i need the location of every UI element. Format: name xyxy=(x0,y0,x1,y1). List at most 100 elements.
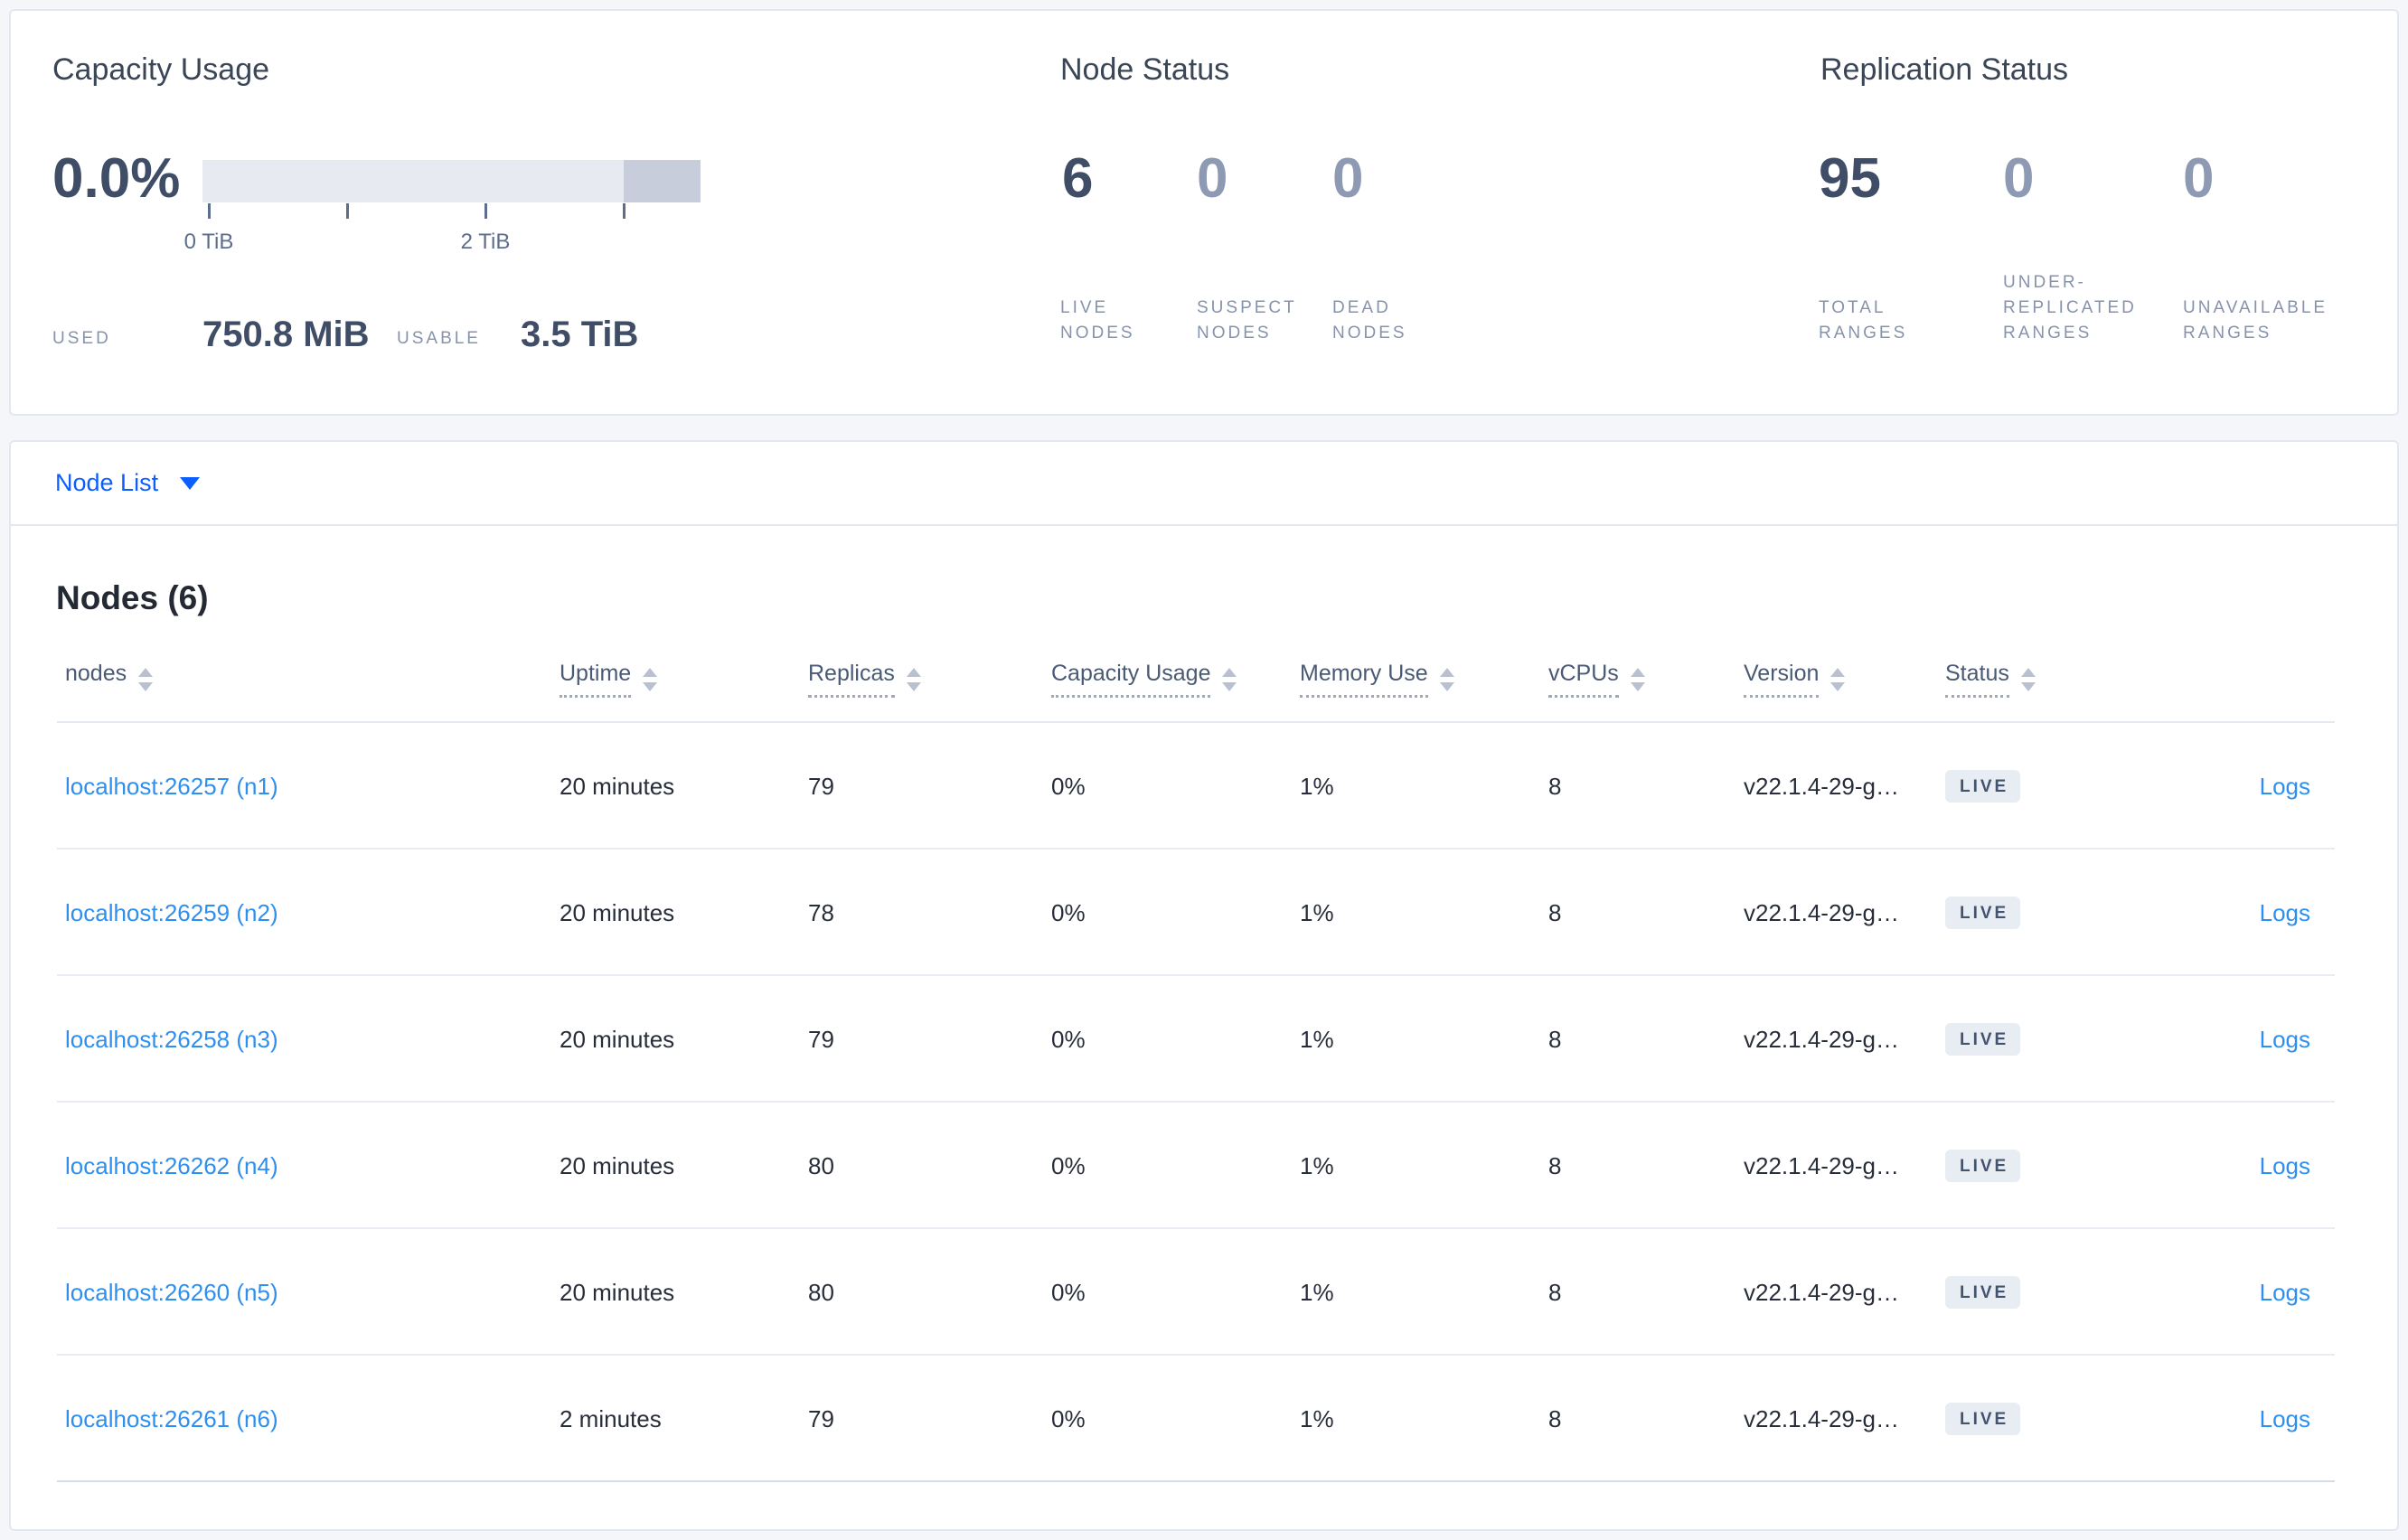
status-badge: LIVE xyxy=(1945,1150,2021,1182)
usable-label: USABLE xyxy=(397,329,481,348)
version-cell: v22.1.4-29-g… xyxy=(1744,898,1899,926)
unavailable-count: 0 xyxy=(2183,147,2215,210)
logs-link[interactable]: Logs xyxy=(2259,772,2310,800)
chevron-down-icon xyxy=(180,476,201,490)
vcpus-cell: 8 xyxy=(1548,1404,1562,1432)
sort-icon[interactable] xyxy=(1222,667,1237,691)
column-header-uptime[interactable]: Uptime xyxy=(560,661,632,698)
column-header-version[interactable]: Version xyxy=(1744,661,1820,698)
logs-link[interactable]: Logs xyxy=(2259,1025,2310,1053)
table-row: localhost:26259 (n2) 20 minutes 78 0% 1%… xyxy=(11,850,2397,976)
table-row: localhost:26257 (n1) 20 minutes 79 0% 1%… xyxy=(11,723,2397,850)
under-replicated-label: UNDER-REPLICATED RANGES xyxy=(2003,273,2137,343)
used-value: 750.8 MiB xyxy=(202,315,370,354)
logs-link[interactable]: Logs xyxy=(2259,1278,2310,1306)
replicas-cell: 80 xyxy=(808,1278,834,1306)
column-header-replicas[interactable]: Replicas xyxy=(808,661,895,698)
column-header-capacity-usage[interactable]: Capacity Usage xyxy=(1051,661,1211,698)
vcpus-cell: 8 xyxy=(1548,898,1562,926)
capacity-usage-cell: 0% xyxy=(1051,1025,1086,1053)
sort-icon[interactable] xyxy=(2020,667,2036,691)
sort-icon[interactable] xyxy=(1830,667,1846,691)
replicas-cell: 80 xyxy=(808,1151,834,1179)
table-row: localhost:26262 (n4) 20 minutes 80 0% 1%… xyxy=(11,1103,2397,1229)
version-cell: v22.1.4-29-g… xyxy=(1744,772,1899,800)
nodes-heading: Nodes (6) xyxy=(56,579,209,616)
capacity-usage-bar xyxy=(202,160,701,202)
capacity-bar-reserved-segment xyxy=(624,160,701,202)
tick-label-0tib: 0 TiB xyxy=(183,230,234,254)
status-badge: LIVE xyxy=(1945,1276,2021,1309)
logs-link[interactable]: Logs xyxy=(2259,1151,2310,1179)
memory-use-cell: 1% xyxy=(1300,898,1334,926)
version-cell: v22.1.4-29-g… xyxy=(1744,1404,1899,1432)
table-row: localhost:26258 (n3) 20 minutes 79 0% 1%… xyxy=(11,976,2397,1103)
status-badge: LIVE xyxy=(1945,1403,2021,1435)
sort-icon[interactable] xyxy=(906,667,921,691)
memory-use-cell: 1% xyxy=(1300,772,1334,800)
node-link[interactable]: localhost:26261 (n6) xyxy=(65,1404,278,1432)
capacity-usage-title: Capacity Usage xyxy=(52,52,270,87)
replicas-cell: 78 xyxy=(808,898,834,926)
capacity-usage-cell: 0% xyxy=(1051,1278,1086,1306)
table-row: localhost:26260 (n5) 20 minutes 80 0% 1%… xyxy=(11,1229,2397,1356)
node-status-title: Node Status xyxy=(1060,52,1230,87)
used-label: USED xyxy=(52,329,111,348)
node-link[interactable]: localhost:26259 (n2) xyxy=(65,898,278,926)
total-ranges-count: 95 xyxy=(1819,147,1881,210)
sort-icon[interactable] xyxy=(1630,667,1645,691)
unavailable-label: UNAVAILABLE RANGES xyxy=(2183,298,2328,343)
status-badge: LIVE xyxy=(1945,897,2021,929)
node-link[interactable]: localhost:26258 (n3) xyxy=(65,1025,278,1053)
axis-tick xyxy=(208,203,211,219)
dead-nodes-count: 0 xyxy=(1332,147,1364,210)
cluster-summary-card: Capacity Usage 0.0% 0 TiB 2 TiB USED 750… xyxy=(9,9,2399,416)
uptime-cell: 20 minutes xyxy=(560,1025,675,1053)
node-link[interactable]: localhost:26262 (n4) xyxy=(65,1151,278,1179)
sort-icon[interactable] xyxy=(138,667,154,691)
version-cell: v22.1.4-29-g… xyxy=(1744,1025,1899,1053)
under-replicated-count: 0 xyxy=(2003,147,2035,210)
sort-icon[interactable] xyxy=(1439,667,1454,691)
suspect-nodes-count: 0 xyxy=(1197,147,1228,210)
node-link[interactable]: localhost:26260 (n5) xyxy=(65,1278,278,1306)
column-header-vcpus[interactable]: vCPUs xyxy=(1548,661,1619,698)
column-header-memory-use[interactable]: Memory Use xyxy=(1300,661,1428,698)
node-list-selector-label: Node List xyxy=(55,469,159,496)
memory-use-cell: 1% xyxy=(1300,1151,1334,1179)
memory-use-cell: 1% xyxy=(1300,1278,1334,1306)
uptime-cell: 20 minutes xyxy=(560,898,675,926)
table-row: localhost:26261 (n6) 2 minutes 79 0% 1% … xyxy=(11,1356,2397,1482)
sort-icon[interactable] xyxy=(643,667,658,691)
replication-status-title: Replication Status xyxy=(1820,52,2069,87)
capacity-usage-cell: 0% xyxy=(1051,1151,1086,1179)
replicas-cell: 79 xyxy=(808,1025,834,1053)
capacity-usage-cell: 0% xyxy=(1051,1404,1086,1432)
capacity-usage-percent: 0.0% xyxy=(52,147,181,210)
capacity-usage-cell: 0% xyxy=(1051,772,1086,800)
uptime-cell: 2 minutes xyxy=(560,1404,662,1432)
usable-value: 3.5 TiB xyxy=(521,315,639,354)
logs-link[interactable]: Logs xyxy=(2259,898,2310,926)
vcpus-cell: 8 xyxy=(1548,1025,1562,1053)
uptime-cell: 20 minutes xyxy=(560,1151,675,1179)
dead-nodes-label: DEAD NODES xyxy=(1332,298,1407,343)
nodes-panel: Node List Nodes (6) nodes Uptime Replica… xyxy=(9,440,2399,1531)
live-nodes-count: 6 xyxy=(1062,147,1094,210)
column-header-status[interactable]: Status xyxy=(1945,661,2009,698)
axis-tick xyxy=(346,203,349,219)
version-cell: v22.1.4-29-g… xyxy=(1744,1278,1899,1306)
node-list-selector[interactable]: Node List xyxy=(55,469,201,497)
logs-link[interactable]: Logs xyxy=(2259,1404,2310,1432)
vcpus-cell: 8 xyxy=(1548,772,1562,800)
memory-use-cell: 1% xyxy=(1300,1404,1334,1432)
table-header-row: nodes Uptime Replicas Capacity Usage Mem… xyxy=(11,630,2397,723)
suspect-nodes-label: SUSPECT NODES xyxy=(1197,298,1297,343)
table-body: localhost:26257 (n1) 20 minutes 79 0% 1%… xyxy=(11,723,2397,1482)
tick-label-2tib: 2 TiB xyxy=(460,230,511,254)
node-link[interactable]: localhost:26257 (n1) xyxy=(65,772,278,800)
total-ranges-label: TOTAL RANGES xyxy=(1819,298,1908,343)
vcpus-cell: 8 xyxy=(1548,1151,1562,1179)
column-header-nodes[interactable]: nodes xyxy=(65,661,127,686)
status-badge: LIVE xyxy=(1945,770,2021,803)
